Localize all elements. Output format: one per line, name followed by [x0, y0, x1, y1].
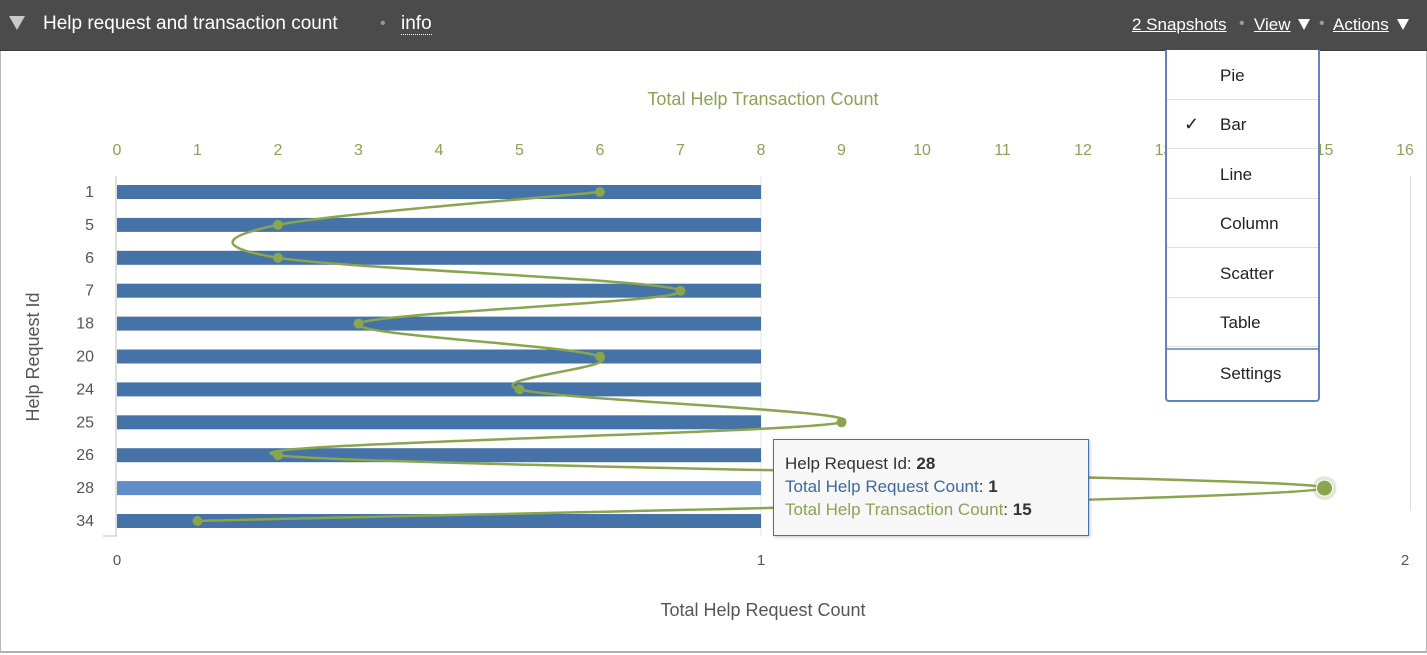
- bar-34: [117, 514, 761, 528]
- plot-right-border: [1410, 176, 1411, 510]
- bar-24: [117, 382, 761, 397]
- menu-item-label: Table: [1220, 313, 1261, 332]
- tooltip-transaction-value: 15: [1012, 500, 1032, 519]
- bar-7: [117, 283, 761, 298]
- bar-line-chart: Total Help Transaction Count Total Help …: [23, 89, 1414, 620]
- bar-5: [117, 217, 761, 232]
- category-tick-label: 26: [76, 447, 94, 464]
- actions-caret-icon[interactable]: [1397, 19, 1409, 30]
- menu-item-settings[interactable]: Settings: [1167, 350, 1318, 398]
- tooltip-id-value: 28: [916, 454, 936, 473]
- menu-item-pie[interactable]: Pie: [1167, 52, 1318, 100]
- tooltip-id-label: Help Request Id: [785, 454, 907, 473]
- category-tick-label: 5: [85, 217, 94, 234]
- menu-item-label: Bar: [1220, 115, 1247, 134]
- top-axis-tick-label: 1: [193, 142, 202, 159]
- bar-6: [117, 250, 761, 265]
- bottom-axis-tick-label: 1: [757, 552, 765, 569]
- point-28: [1316, 479, 1333, 497]
- menu-item-label: Pie: [1220, 66, 1245, 85]
- top-axis-tick-label: 2: [274, 142, 283, 159]
- view-caret-icon[interactable]: [1298, 19, 1310, 30]
- menu-divider: [1167, 348, 1318, 350]
- menu-item-scatter[interactable]: Scatter: [1167, 250, 1318, 298]
- widget-header: Help request and transaction count • inf…: [0, 0, 1427, 51]
- view-menu-button[interactable]: View: [1254, 15, 1291, 34]
- menu-item-label: Line: [1220, 165, 1253, 184]
- top-axis-tick-label: 11: [994, 142, 1011, 159]
- top-axis-tick-label: 12: [1074, 142, 1092, 159]
- category-tick-label: 20: [76, 349, 94, 366]
- tooltip-request-value: 1: [988, 477, 998, 496]
- point-34: [192, 516, 203, 526]
- top-axis-title: Total Help Transaction Count: [647, 89, 878, 109]
- view-dropdown-menu: Pie ✓ Bar Line Column Scatter Table Sett…: [1165, 50, 1320, 402]
- point-25: [836, 417, 847, 428]
- bar-20: [117, 349, 761, 364]
- separator-dot: •: [1319, 15, 1325, 32]
- top-axis-tick-label: 15: [1316, 142, 1334, 159]
- point-6: [273, 252, 283, 263]
- bar-25: [117, 415, 761, 430]
- category-tick-label: 34: [76, 513, 94, 530]
- bar-28: [117, 481, 761, 496]
- category-tick-label: 1: [85, 184, 94, 201]
- collapse-triangle-icon[interactable]: [9, 16, 25, 30]
- bar-1: [117, 185, 761, 199]
- top-axis-tick-label: 5: [515, 142, 524, 159]
- category-tick-label: 6: [85, 250, 94, 267]
- top-axis-tick-label: 10: [913, 142, 931, 159]
- tooltip-transaction-label: Total Help Transaction Count: [785, 500, 1004, 519]
- top-axis-tick-label: 7: [676, 142, 685, 159]
- point-24: [514, 384, 525, 395]
- menu-item-label: Column: [1220, 214, 1279, 233]
- bar-18: [117, 316, 761, 331]
- point-5: [273, 219, 283, 230]
- top-axis-tick-label: 6: [596, 142, 605, 159]
- top-axis-tick-label: 4: [435, 142, 444, 159]
- top-axis-tick-label: 16: [1396, 142, 1414, 159]
- separator-dot: •: [1239, 15, 1245, 32]
- snapshots-link[interactable]: 2 Snapshots: [1132, 15, 1227, 34]
- top-axis-tick-label: 8: [757, 142, 766, 159]
- actions-menu-button[interactable]: Actions: [1333, 15, 1389, 34]
- point-20: [595, 351, 605, 362]
- menu-item-bar[interactable]: ✓ Bar: [1167, 101, 1318, 149]
- tooltip-request-label: Total Help Request Count: [785, 477, 979, 496]
- top-axis-tick-label: 0: [113, 142, 122, 159]
- top-axis-tick-label: 3: [354, 142, 363, 159]
- category-tick-label: 7: [85, 283, 94, 300]
- point-18: [353, 318, 364, 329]
- point-26: [273, 450, 283, 461]
- chart-tooltip: Help Request Id: 28 Total Help Request C…: [773, 439, 1089, 536]
- y-axis-title: Help Request Id: [23, 292, 43, 421]
- menu-item-table[interactable]: Table: [1167, 299, 1318, 347]
- bottom-axis-title: Total Help Request Count: [660, 600, 865, 620]
- category-tick-label: 24: [76, 381, 94, 398]
- widget-title: Help request and transaction count: [43, 13, 338, 34]
- category-tick-label: 25: [76, 414, 94, 431]
- check-icon: ✓: [1184, 114, 1200, 134]
- point-7: [675, 285, 686, 296]
- menu-item-label: Settings: [1220, 364, 1282, 383]
- point-1: [595, 187, 605, 197]
- menu-item-column[interactable]: Column: [1167, 200, 1318, 248]
- separator-dot: •: [380, 15, 386, 32]
- bottom-axis-tick-label: 2: [1401, 552, 1409, 569]
- transaction-line: [197, 190, 1326, 523]
- info-link[interactable]: info: [401, 13, 432, 35]
- top-axis-tick-label: 9: [837, 142, 846, 159]
- category-tick-label: 28: [76, 480, 94, 497]
- menu-item-label: Scatter: [1220, 264, 1274, 283]
- category-tick-label: 18: [76, 316, 94, 333]
- menu-item-line[interactable]: Line: [1167, 151, 1318, 199]
- bar-26: [117, 448, 761, 463]
- bottom-axis-tick-label: 0: [113, 552, 121, 569]
